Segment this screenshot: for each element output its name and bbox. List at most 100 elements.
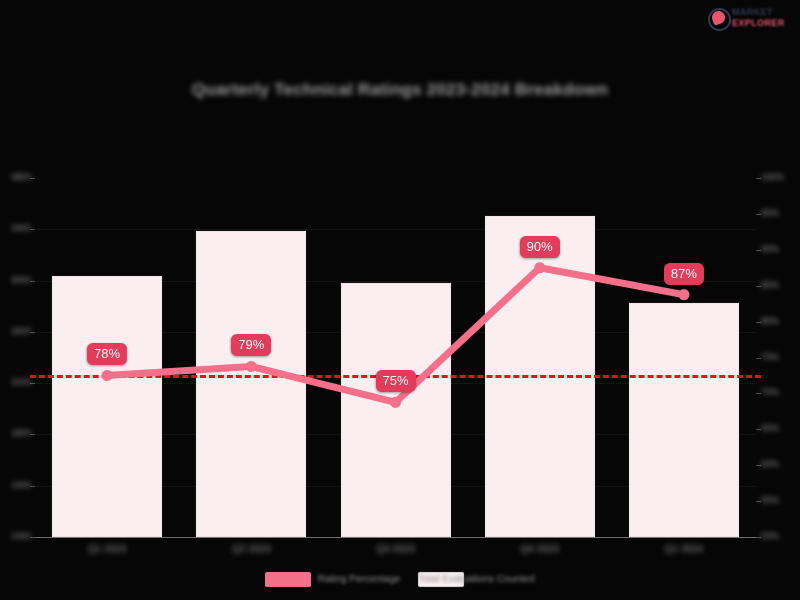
data-label: 87% [663, 262, 704, 285]
y-tick-left [30, 383, 35, 385]
y-tick-right [756, 178, 761, 179]
y-tick-label-right-text: 70% [761, 387, 780, 398]
data-label: 75% [375, 370, 416, 393]
gridline [35, 229, 756, 231]
y-tick-label-right: 100% [761, 172, 800, 182]
legend-item[interactable]: Rating Percentage [265, 572, 400, 587]
gridline [35, 280, 756, 282]
y-tick-label-right-text: 85% [761, 279, 780, 290]
legend-label: Rating Percentage [317, 574, 401, 585]
bar[interactable] [196, 230, 307, 537]
chart-legend: Rating Percentage Total Evaluations Count… [0, 572, 800, 587]
y-tick-left [30, 229, 35, 231]
y-tick-label-right: 60% [761, 459, 800, 469]
y-tick-label-right: 85% [761, 280, 800, 290]
y-tick-label-right-text: 100% [761, 172, 785, 182]
y-tick-label-left: 3800 [1, 172, 31, 182]
y-tick-right [756, 393, 761, 395]
y-tick-left [30, 280, 35, 282]
logo-line2: EXPLORER [732, 18, 785, 28]
y-tick-label-right-text: 60% [761, 459, 780, 470]
y-tick-label-left: 3400 [1, 223, 31, 233]
x-tick-label: Q3 2023 [376, 544, 414, 555]
x-tick-label-text: Q2 2023 [232, 544, 271, 555]
y-tick-label-right: 95% [761, 208, 800, 218]
line-series [101, 262, 690, 408]
bar[interactable] [52, 276, 163, 537]
y-tick-right [756, 537, 761, 538]
y-tick-label-left-text: 3400 [10, 223, 31, 234]
logo-mark-icon [707, 7, 731, 31]
y-tick-label-right: 70% [761, 387, 800, 397]
line-marker[interactable] [245, 360, 257, 372]
y-tick-right [756, 213, 761, 215]
y-tick-label-left: 1400 [1, 480, 31, 490]
data-label: 78% [87, 343, 128, 366]
y-tick-left [30, 178, 35, 179]
y-tick-left [30, 537, 35, 538]
y-tick-label-right: 90% [761, 244, 800, 254]
y-tick-label-left-text: 1800 [10, 428, 31, 439]
chart-title: Quarterly Technical Ratings 2023-2024 Br… [0, 80, 800, 100]
y-tick-label-right: 65% [761, 423, 800, 433]
x-tick-label: Q2 2023 [232, 544, 270, 555]
y-tick-label-left-text: 3000 [10, 274, 31, 285]
y-tick-label-left: 1800 [1, 428, 31, 438]
line-marker[interactable] [534, 262, 546, 274]
y-tick-label-left-text: 3800 [10, 172, 31, 182]
legend-item[interactable]: Total Evaluations Counted [418, 572, 535, 587]
y-tick-right [756, 357, 761, 359]
brand-logo: MARKET EXPLORER [707, 4, 795, 32]
y-tick-label-right-text: 90% [761, 243, 780, 254]
bar[interactable] [628, 302, 739, 537]
line-marker[interactable] [678, 289, 690, 301]
data-label: 79% [231, 334, 272, 357]
legend-label: Total Evaluations Counted [418, 574, 535, 585]
y-tick-right [756, 465, 761, 467]
y-tick-label-right-text: 95% [761, 207, 780, 218]
x-tick-label: Q4 2023 [521, 544, 559, 555]
x-tick-label-text: Q1 2024 [664, 544, 704, 555]
y-tick-label-right: 50% [761, 531, 800, 541]
y-tick-label-right: 55% [761, 495, 800, 505]
x-tick-label-text: Q1 2023 [87, 544, 127, 555]
x-tick-label: Q1 2024 [665, 544, 703, 555]
x-tick-label: Q1 2023 [88, 544, 126, 555]
x-tick-label-text: Q3 2023 [376, 544, 415, 555]
line-marker[interactable] [390, 396, 401, 408]
y-tick-right [756, 429, 761, 431]
y-tick-right [756, 501, 761, 503]
plot-area: 3800 3400 3000 2600 2200 1800 1400 1000 100% 95%… [11, 172, 784, 555]
bar[interactable] [340, 282, 451, 537]
gridline [35, 537, 756, 538]
y-tick-label-left-text: 1400 [10, 479, 31, 490]
y-tick-right [756, 321, 761, 323]
chart-title-text: Quarterly Technical Ratings 2023-2024 Br… [191, 80, 609, 99]
y-tick-left [30, 331, 35, 333]
y-tick-right [756, 285, 761, 287]
legend-swatch-bar [418, 572, 465, 587]
y-tick-label-right-text: 50% [761, 531, 780, 541]
y-tick-label-right-text: 80% [761, 315, 780, 326]
y-tick-label-right-text: 55% [761, 495, 780, 506]
axis-baseline [35, 537, 756, 538]
y-tick-label-left-text: 2200 [10, 377, 31, 388]
logo-wordmark: MARKET EXPLORER [732, 8, 785, 28]
y-tick-left [30, 485, 35, 487]
y-tick-left [30, 434, 35, 436]
y-tick-right [756, 249, 761, 251]
y-tick-label-left: 1000 [1, 531, 31, 541]
legend-swatch-line [265, 572, 312, 587]
y-tick-label-left: 2200 [1, 377, 31, 387]
y-tick-label-left: 2600 [1, 326, 31, 336]
line-marker[interactable] [101, 369, 113, 381]
logo-line1: MARKET [732, 7, 773, 17]
y-tick-label-left: 3000 [1, 275, 31, 285]
y-tick-label-left-text: 2600 [10, 325, 31, 336]
y-tick-label-left-text: 1000 [10, 531, 31, 541]
y-tick-label-right-text: 75% [761, 351, 780, 362]
data-label: 90% [519, 235, 560, 258]
y-tick-label-right: 80% [761, 316, 800, 326]
x-tick-label-text: Q4 2023 [520, 544, 559, 555]
